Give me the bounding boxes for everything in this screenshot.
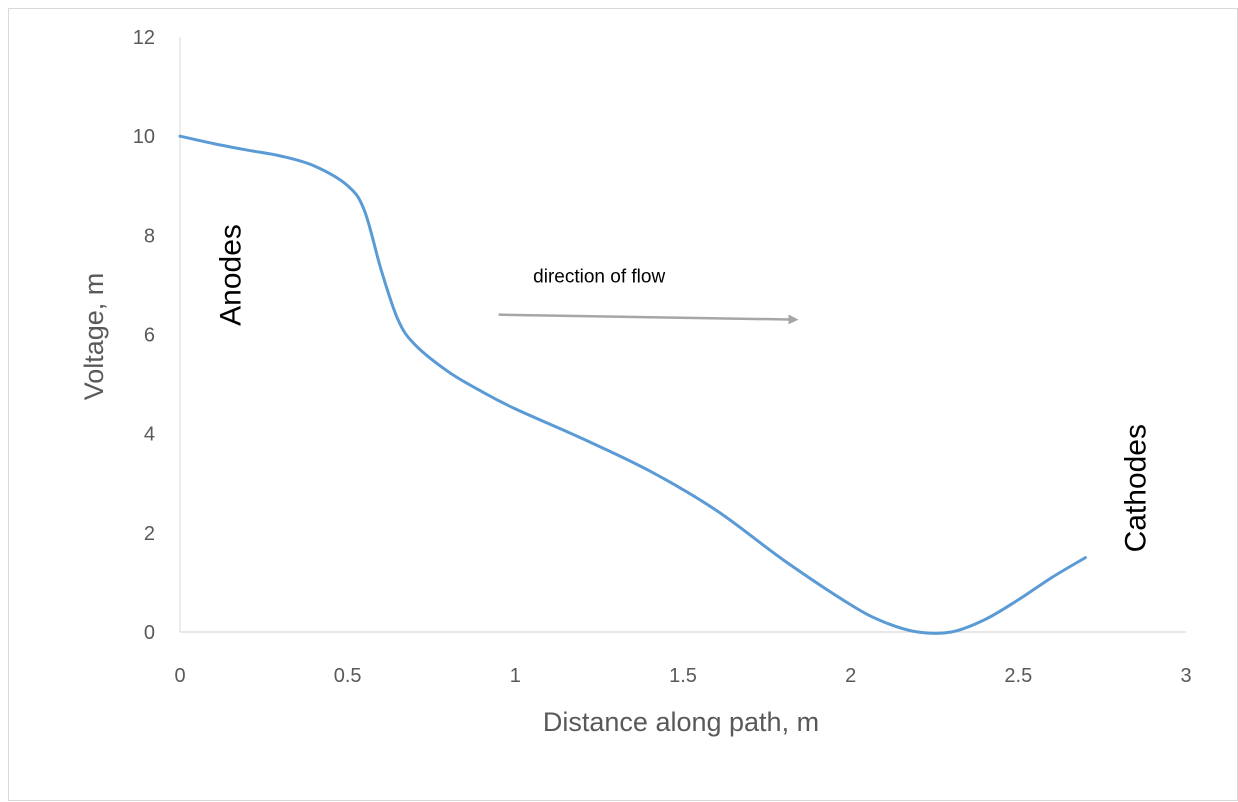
y-tick-label: 12 [133, 27, 155, 49]
y-tick-label: 8 [144, 225, 155, 247]
x-tick-label: 3 [1180, 665, 1191, 687]
y-tick-label: 0 [144, 622, 155, 644]
y-tick-label: 2 [144, 523, 155, 545]
series-line [178, 134, 1087, 635]
x-tick-label: 2.5 [1004, 665, 1032, 687]
y-tick-label: 10 [133, 126, 155, 148]
chart-frame [8, 8, 1238, 801]
x-axis-title: Distance along path, m [543, 707, 819, 737]
x-axis-ticks: 0 0.5 1 1.5 2 2.5 3 [174, 665, 1191, 687]
x-tick-label: 0 [174, 665, 185, 687]
x-tick-label: 1 [510, 665, 521, 687]
cathodes-annotation: Cathodes [1120, 424, 1153, 552]
direction-of-flow-label: direction of flow [533, 266, 665, 287]
x-tick-label: 2 [845, 665, 856, 687]
x-tick-label: 1.5 [669, 665, 697, 687]
y-axis-title: Voltage, m [79, 273, 109, 401]
y-tick-label: 4 [144, 424, 155, 446]
y-tick-label: 6 [144, 325, 155, 347]
anodes-annotation: Anodes [214, 224, 247, 326]
flow-arrow-icon [498, 313, 799, 325]
y-axis-ticks: 0 2 4 6 8 10 12 [133, 27, 155, 644]
x-tick-label: 0.5 [334, 665, 362, 687]
